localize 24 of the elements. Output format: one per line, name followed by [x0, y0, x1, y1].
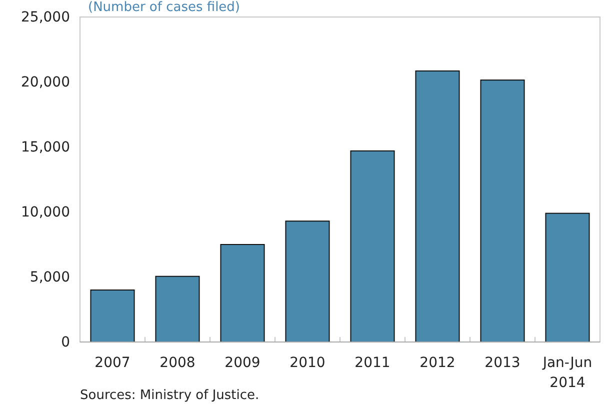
x-tick-label: 2009	[224, 355, 260, 371]
x-tick-label: 2011	[354, 355, 390, 371]
bar	[480, 80, 525, 342]
y-tick-label: 20,000	[21, 74, 70, 90]
bar	[155, 276, 200, 342]
x-tick-label: 2012	[420, 355, 456, 371]
source-note: Sources: Ministry of Justice.	[80, 388, 260, 403]
y-tick-label: 15,000	[21, 139, 70, 156]
x-tick-label: Jan-Jun 2014	[542, 355, 592, 391]
x-tick-label: 2008	[160, 355, 196, 371]
bar	[350, 150, 395, 342]
y-tick-label: 25,000	[21, 9, 70, 26]
bar	[545, 212, 590, 342]
y-tick-label: 10,000	[21, 204, 70, 220]
x-tick-label: 2010	[290, 355, 326, 371]
x-tick-label: 2013	[484, 355, 520, 371]
x-tick-label: 2007	[94, 355, 130, 371]
bar	[415, 70, 460, 342]
y-tick-label: 0	[61, 334, 70, 350]
bar	[285, 220, 330, 342]
bar	[90, 290, 135, 342]
bar	[220, 244, 265, 342]
y-tick-label: 5,000	[30, 269, 70, 286]
chart-subtitle: (Number of cases filed)	[88, 0, 240, 15]
